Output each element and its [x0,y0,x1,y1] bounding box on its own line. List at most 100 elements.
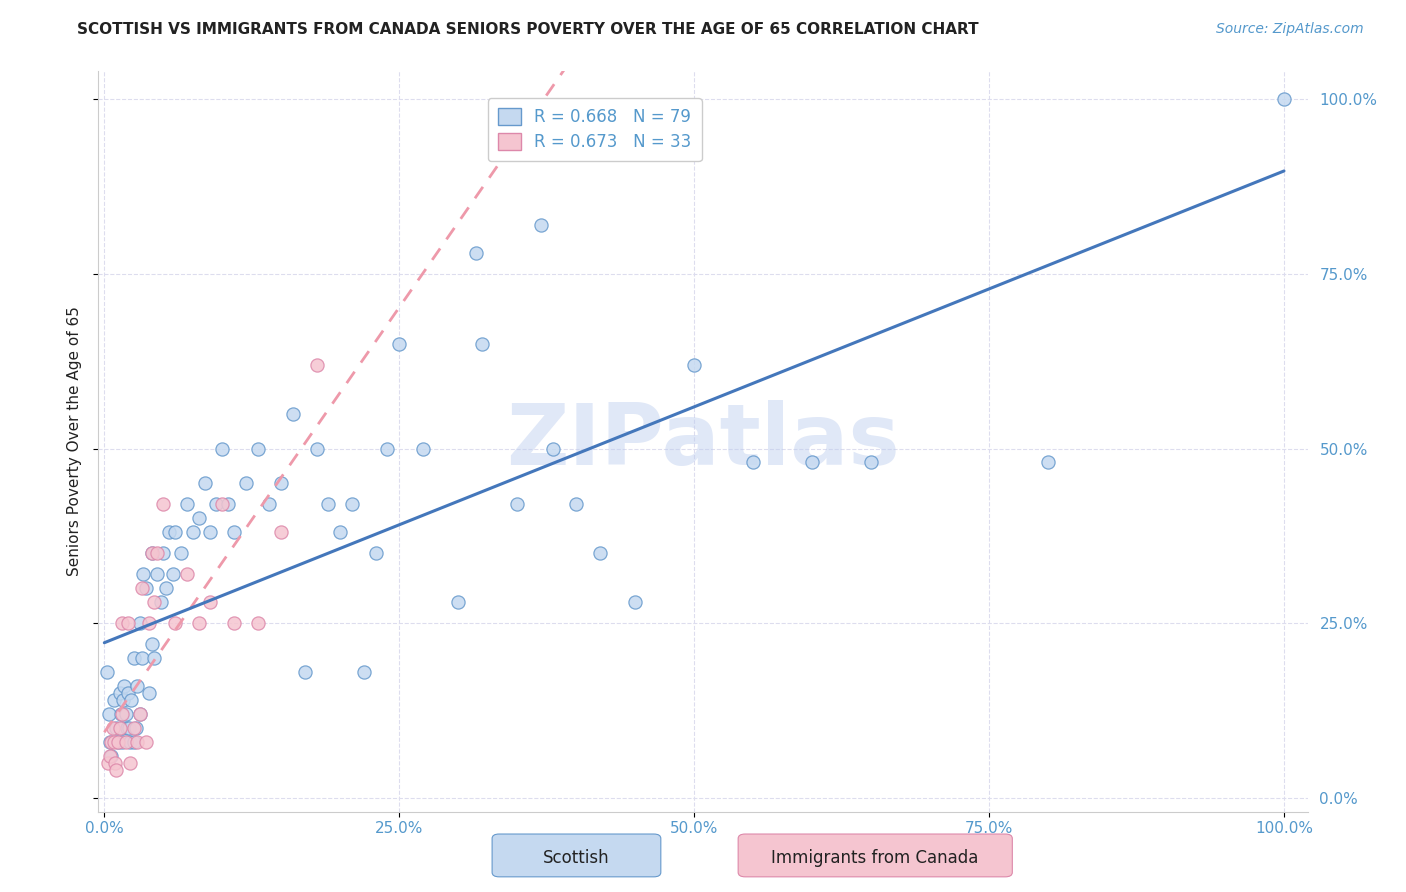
Point [107,735,129,749]
Point [97,756,120,770]
Point [98,748,121,763]
Point [200,595,222,609]
Point [105,763,128,777]
Text: Immigrants from Canada: Immigrants from Canada [770,849,979,867]
Point [141,546,163,560]
Point [340,497,363,511]
Point [115,721,138,735]
Point [141,546,163,560]
Point [157,525,180,540]
Point [187,511,209,525]
Point [377,442,399,456]
Point [105,721,128,735]
Point [111,721,134,735]
Point [120,756,142,770]
Point [412,442,434,456]
Point [120,693,142,707]
Point [128,706,150,721]
Point [111,735,134,749]
Point [683,358,706,372]
Point [364,546,387,560]
Point [222,525,245,540]
Point [165,525,187,540]
Point [114,706,136,721]
Point [100,735,122,749]
Point [222,616,245,631]
Point [141,637,163,651]
Point [110,706,132,721]
Point [211,442,233,456]
Point [111,706,134,721]
Point [281,407,304,421]
Point [200,525,222,540]
Point [114,735,136,749]
Point [122,651,145,665]
Point [103,693,125,707]
Point [294,665,316,679]
Point [122,735,145,749]
Point [162,567,184,582]
Point [146,567,169,582]
Point [541,442,564,456]
Point [132,567,155,582]
Point [100,748,122,763]
Point [194,476,217,491]
Point [211,497,233,511]
Point [101,721,124,735]
Point [270,525,292,540]
Point [152,546,174,560]
Point [117,686,139,700]
Legend: R = 0.668   N = 79, R = 0.673   N = 33: R = 0.668 N = 79, R = 0.673 N = 33 [488,98,702,161]
Point [98,706,121,721]
Point [108,721,131,735]
Point [506,497,529,511]
Point [305,442,328,456]
Point [176,567,198,582]
Y-axis label: Seniors Poverty Over the Age of 65: Seniors Poverty Over the Age of 65 [67,307,83,576]
Point [142,651,165,665]
Point [305,358,328,372]
Point [235,476,257,491]
Point [1036,455,1059,469]
Point [98,735,121,749]
Point [152,497,174,511]
Point [138,616,160,631]
Point [329,525,352,540]
Point [742,455,765,469]
Point [464,246,486,260]
Point [112,679,135,693]
Text: Source: ZipAtlas.com: Source: ZipAtlas.com [1216,22,1364,37]
Point [131,581,153,595]
Point [107,735,129,749]
Point [318,497,340,511]
Point [142,595,165,609]
Point [128,706,150,721]
Point [176,497,198,511]
Point [187,616,209,631]
Point [149,595,172,609]
Point [127,735,149,749]
Point [565,497,588,511]
Point [170,546,193,560]
Point [205,497,228,511]
Point [127,679,149,693]
Point [181,525,204,540]
Point [135,581,157,595]
Point [388,336,411,351]
Text: Scottish: Scottish [543,849,610,867]
Point [624,595,647,609]
Point [246,442,269,456]
Point [128,616,150,631]
Point [165,616,187,631]
Point [353,665,375,679]
Point [122,721,145,735]
Point [217,497,239,511]
Point [860,455,883,469]
Point [96,665,118,679]
Point [104,756,127,770]
Point [1272,92,1295,106]
Point [155,581,177,595]
Point [135,735,157,749]
Point [111,616,134,631]
Point [447,595,470,609]
